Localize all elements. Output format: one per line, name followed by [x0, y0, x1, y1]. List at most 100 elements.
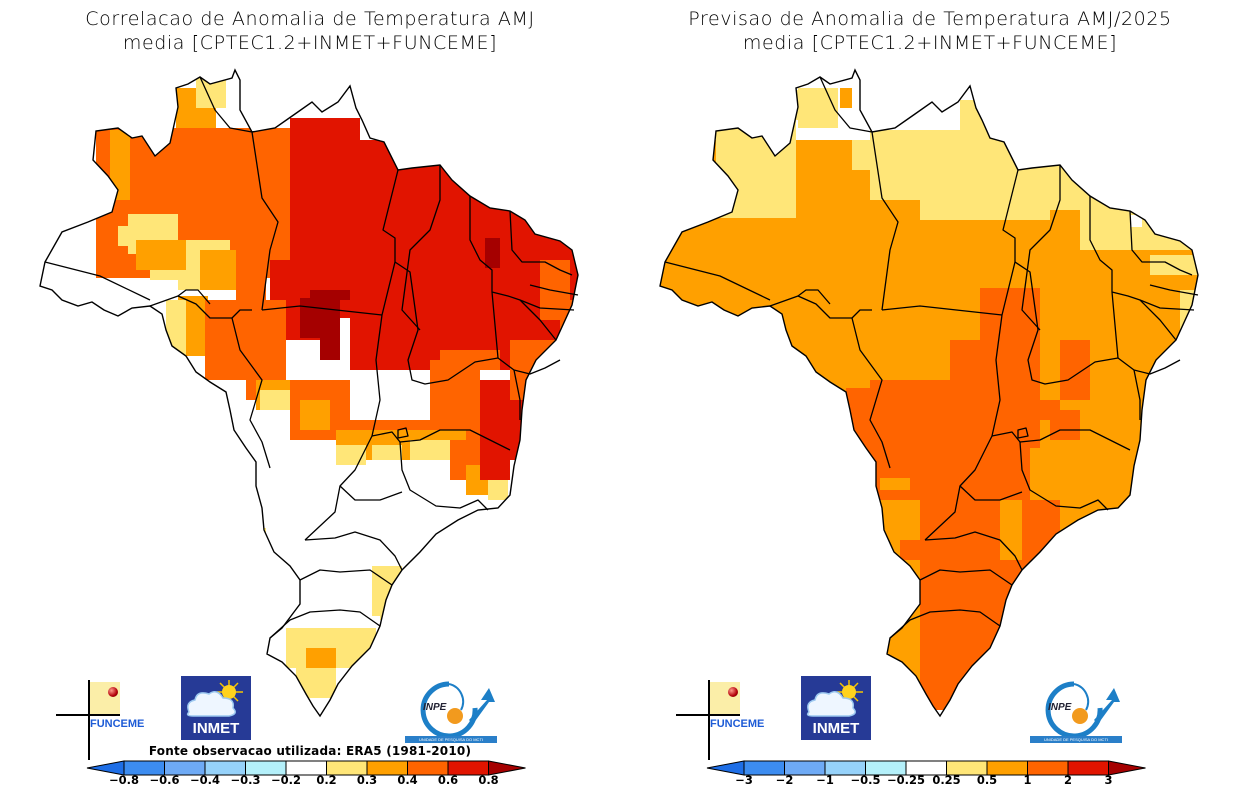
colorbar-tick-label: −0.2 [270, 773, 302, 787]
grid-cell [716, 128, 796, 218]
state-border [371, 429, 511, 451]
grid-cell [260, 390, 290, 410]
data-source-note: Fonte observacao utilizada: ERA5 (1981-2… [148, 744, 472, 758]
state-border [497, 357, 561, 375]
forecast-panel: Previsao de Anomalia de Temperatura AMJ/… [620, 0, 1240, 802]
state-border [959, 485, 1023, 501]
colorbar-tick-label: −0.6 [149, 773, 180, 787]
state-border [513, 369, 521, 420]
funceme-logo: FUNCEME [52, 672, 162, 762]
inmet-logo: INMET [801, 676, 871, 740]
grid-cell [1020, 500, 1060, 640]
grid-cell [166, 300, 186, 360]
grid-cell [500, 400, 530, 460]
state-border [519, 299, 575, 311]
colorbar-tick-label: −2 [775, 773, 794, 787]
grid-cell [1150, 255, 1198, 275]
state-border [339, 485, 403, 501]
colorbar-tick-label: 0.4 [397, 773, 418, 787]
funceme-logo-text: FUNCEME [710, 718, 765, 730]
state-border [924, 531, 1023, 571]
anomaly-grid [660, 70, 1198, 716]
map-subtitle: media [CPTEC1.2+INMET+FUNCEME] [122, 32, 498, 54]
colorbar-segment [1067, 760, 1109, 776]
grid-cell [796, 90, 826, 120]
grid-cell [736, 116, 796, 130]
grid-cell [1130, 215, 1142, 227]
grid-cell [320, 330, 340, 360]
state-border [1014, 261, 1119, 385]
state-border [1117, 357, 1181, 375]
grid-cell [136, 240, 186, 270]
state-border [269, 609, 381, 639]
state-border [399, 441, 489, 511]
colorbar-correlation [86, 760, 526, 776]
state-border [509, 210, 573, 276]
svg-text:INPE: INPE [1048, 702, 1072, 713]
grid-cell [960, 100, 1000, 180]
state-border [304, 314, 383, 541]
state-border [1017, 427, 1029, 439]
inmet-logo-text: INMET [812, 720, 860, 737]
state-border [231, 317, 271, 469]
state-border [889, 609, 1001, 639]
colorbar-tick-label: −0.8 [108, 773, 140, 787]
state-border [381, 169, 399, 316]
grid-cell [920, 540, 950, 560]
state-border [991, 429, 1131, 451]
state-border [401, 165, 441, 331]
anomaly-grid [40, 70, 578, 716]
colorbar-tick-label: 0.5 [976, 773, 998, 787]
grid-cell [485, 238, 500, 268]
grid-cell [1020, 170, 1080, 210]
map-subtitle: media [CPTEC1.2+INMET+FUNCEME] [742, 32, 1118, 54]
state-border [1139, 299, 1195, 311]
colorbar-tick-label: 0.25 [932, 773, 961, 787]
state-border [394, 261, 499, 385]
grid-cell [488, 480, 508, 500]
grid-cell [880, 500, 920, 540]
state-border [664, 261, 771, 301]
inmet-logo: INMET [181, 676, 251, 740]
brazil-correlation-map [39, 68, 579, 718]
funceme-logo: FUNCEME [672, 672, 782, 762]
grid-cell [846, 388, 936, 478]
colorbar-arrow-high [488, 760, 526, 776]
colorbar-tick-label: 0.3 [356, 773, 378, 787]
colorbar-tick-label: 0.6 [437, 773, 459, 787]
grid-cell [350, 140, 578, 370]
state-border [851, 317, 891, 469]
grid-cell [960, 420, 1030, 500]
state-border [199, 76, 253, 133]
colorbar-tick-label: 3 [1104, 773, 1113, 787]
inpe-logo: INPE UNIDADE DE PESQUISA DO MCTI [1030, 680, 1122, 744]
colorbar-tick-label: 0.8 [478, 773, 499, 787]
grid-cell [560, 300, 578, 340]
colorbar-tick-label: −3 [735, 773, 753, 787]
inpe-swirl-icon: INPE [1045, 681, 1120, 739]
grid-cell [200, 250, 240, 290]
grid-cell [296, 668, 336, 698]
state-border [261, 305, 383, 316]
colorbar-tick-label: 2 [1063, 773, 1073, 787]
inpe-subtitle: UNIDADE DE PESQUISA DO MCTI [405, 736, 497, 743]
colorbar-tick-label: −0.4 [189, 773, 221, 787]
colorbar-tick-label: −0.25 [886, 773, 926, 787]
state-border [529, 284, 579, 296]
state-border [304, 531, 403, 571]
state-border [251, 131, 279, 311]
grid-cell [380, 580, 390, 620]
grid-cell [440, 350, 500, 370]
state-border [469, 196, 499, 359]
state-border [919, 569, 1013, 586]
state-border [797, 289, 831, 305]
state-borders [44, 76, 579, 639]
state-border [1001, 169, 1019, 316]
colorbar-arrow-high [1108, 760, 1146, 776]
colorbar-tick-label: −1 [816, 773, 834, 787]
country-border [39, 68, 579, 718]
state-border [924, 314, 1003, 541]
state-border [871, 131, 899, 311]
state-borders [664, 76, 1199, 639]
inpe-logo: INPE UNIDADE DE PESQUISA DO MCTI [405, 680, 497, 744]
